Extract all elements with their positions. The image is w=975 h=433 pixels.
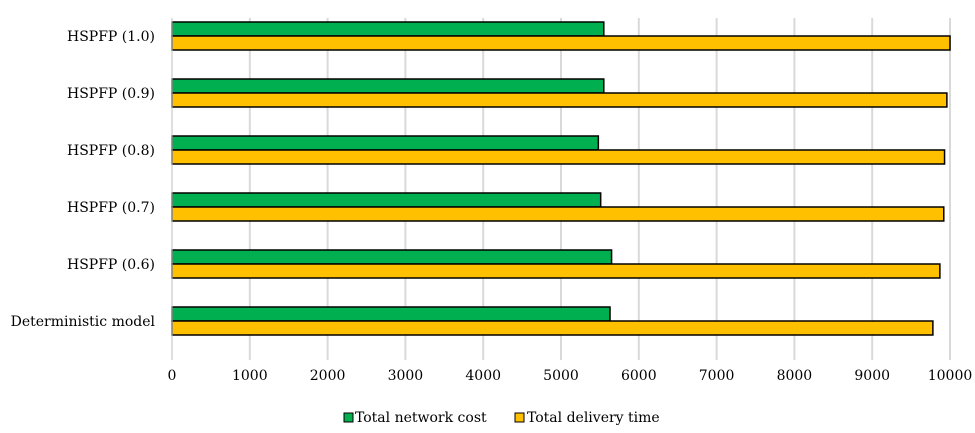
legend-swatch [514, 412, 525, 423]
x-tick-label: 2000 [310, 368, 346, 384]
x-tick-label: 5000 [543, 368, 579, 384]
bar-network-cost [171, 135, 600, 151]
legend-label: Total delivery time [527, 410, 660, 426]
bar-delivery-time [171, 206, 945, 222]
bar-network-cost [171, 306, 611, 322]
x-tick-label: 9000 [854, 368, 890, 384]
category-label: HSPFP (0.7) [67, 200, 155, 216]
x-tick-label: 4000 [465, 368, 501, 384]
category-label: HSPFP (0.6) [67, 257, 155, 273]
x-tick-label: 6000 [621, 368, 657, 384]
x-tick-label: 7000 [699, 368, 735, 384]
x-tick-label: 1000 [232, 368, 268, 384]
bar-delivery-time [171, 263, 941, 279]
bar-delivery-time [171, 320, 934, 336]
category-label: HSPFP (1.0) [67, 29, 155, 45]
bar-delivery-time [171, 92, 948, 108]
category-label: Deterministic model [11, 314, 156, 330]
x-tick-label: 10000 [928, 368, 973, 384]
bar-delivery-time [171, 149, 946, 165]
category-label: HSPFP (0.8) [67, 143, 155, 159]
x-tick-label: 8000 [777, 368, 813, 384]
category-label: HSPFP (0.9) [67, 86, 155, 102]
bar-network-cost [171, 78, 605, 94]
legend-swatch [343, 412, 354, 423]
legend: Total network cost Total delivery time [343, 410, 660, 426]
x-tick-label: 0 [168, 368, 177, 384]
bar-delivery-time [171, 35, 951, 51]
bar-network-cost [171, 249, 613, 265]
legend-label: Total network cost [355, 410, 487, 426]
bar-network-cost [171, 21, 605, 37]
x-tick-labels: 0 1000 2000 3000 4000 5000 6000 7000 8000 9000 100… [168, 368, 973, 384]
bar-network-cost [171, 192, 602, 208]
category-labels: HSPFP (1.0) HSPFP (0.9) HSPFP (0.8) HSPFP (… [11, 29, 156, 330]
gridlines [248, 18, 951, 360]
x-tick-label: 3000 [388, 368, 424, 384]
